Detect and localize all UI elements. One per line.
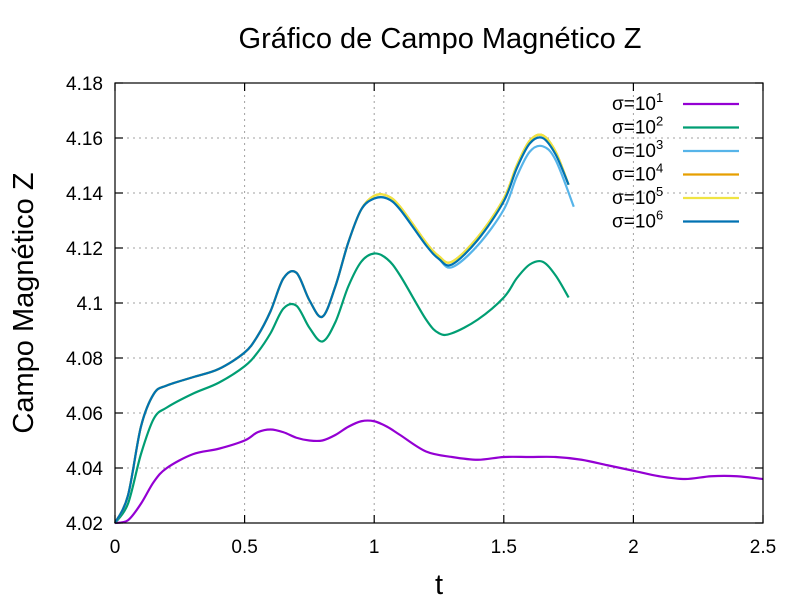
x-tick-label: 1.5 <box>491 537 517 558</box>
legend-label-exponent: 3 <box>656 137 663 152</box>
legend-label-base: σ=10 <box>612 94 656 115</box>
y-tick-label: 4.12 <box>66 239 103 260</box>
legend-label-4: σ=104 <box>612 161 663 186</box>
legend-label-6: σ=106 <box>612 208 663 233</box>
chart-title: Gráfico de Campo Magnético Z <box>239 23 642 55</box>
legend-label-exponent: 6 <box>656 208 663 223</box>
legend-label-2: σ=102 <box>612 114 663 139</box>
legend-label-1: σ=101 <box>612 90 663 115</box>
y-tick-label: 4.08 <box>66 349 103 370</box>
series-line-3 <box>114 144 575 524</box>
legend-label-exponent: 2 <box>656 114 663 129</box>
legend-label-base: σ=10 <box>612 165 656 186</box>
y-tick-label: 4.02 <box>66 514 103 535</box>
legend-label-base: σ=10 <box>612 212 656 233</box>
legend-label-base: σ=10 <box>612 188 656 209</box>
x-axis-label: t <box>435 569 443 600</box>
y-tick-label: 4.06 <box>66 404 103 425</box>
series-line-6 <box>114 136 570 524</box>
y-tick-label: 4.14 <box>66 184 103 205</box>
x-tick-label: 2 <box>628 537 639 558</box>
series-line-2 <box>114 252 570 524</box>
x-tick-label: 0 <box>110 537 121 558</box>
x-tick-label: 1 <box>369 537 380 558</box>
y-tick-label: 4.04 <box>66 459 103 480</box>
legend-label-exponent: 4 <box>656 161 663 176</box>
legend-label-exponent: 1 <box>656 90 663 105</box>
x-tick-label: 2.5 <box>750 537 776 558</box>
legend-label-exponent: 5 <box>656 184 663 199</box>
legend-label-base: σ=10 <box>612 141 656 162</box>
series-line-1 <box>114 419 764 525</box>
legend-label-5: σ=105 <box>612 184 663 209</box>
y-tick-labels: 4.02 4.04 4.06 4.08 4.1 4.12 4.14 4.16 4.18 <box>66 74 103 535</box>
legend-label-base: σ=10 <box>612 118 656 139</box>
legend-label-3: σ=103 <box>612 137 663 162</box>
grid <box>115 83 763 523</box>
x-tick-labels: 0 0.5 1 1.5 2 2.5 <box>110 537 777 558</box>
axis-ticks <box>114 82 764 524</box>
y-tick-label: 4.1 <box>77 294 103 315</box>
series-lines <box>114 133 764 525</box>
x-tick-label: 0.5 <box>231 537 257 558</box>
y-tick-label: 4.16 <box>66 129 103 150</box>
y-tick-label: 4.18 <box>66 74 103 95</box>
y-axis-label: Campo Magnético Z <box>8 172 40 433</box>
